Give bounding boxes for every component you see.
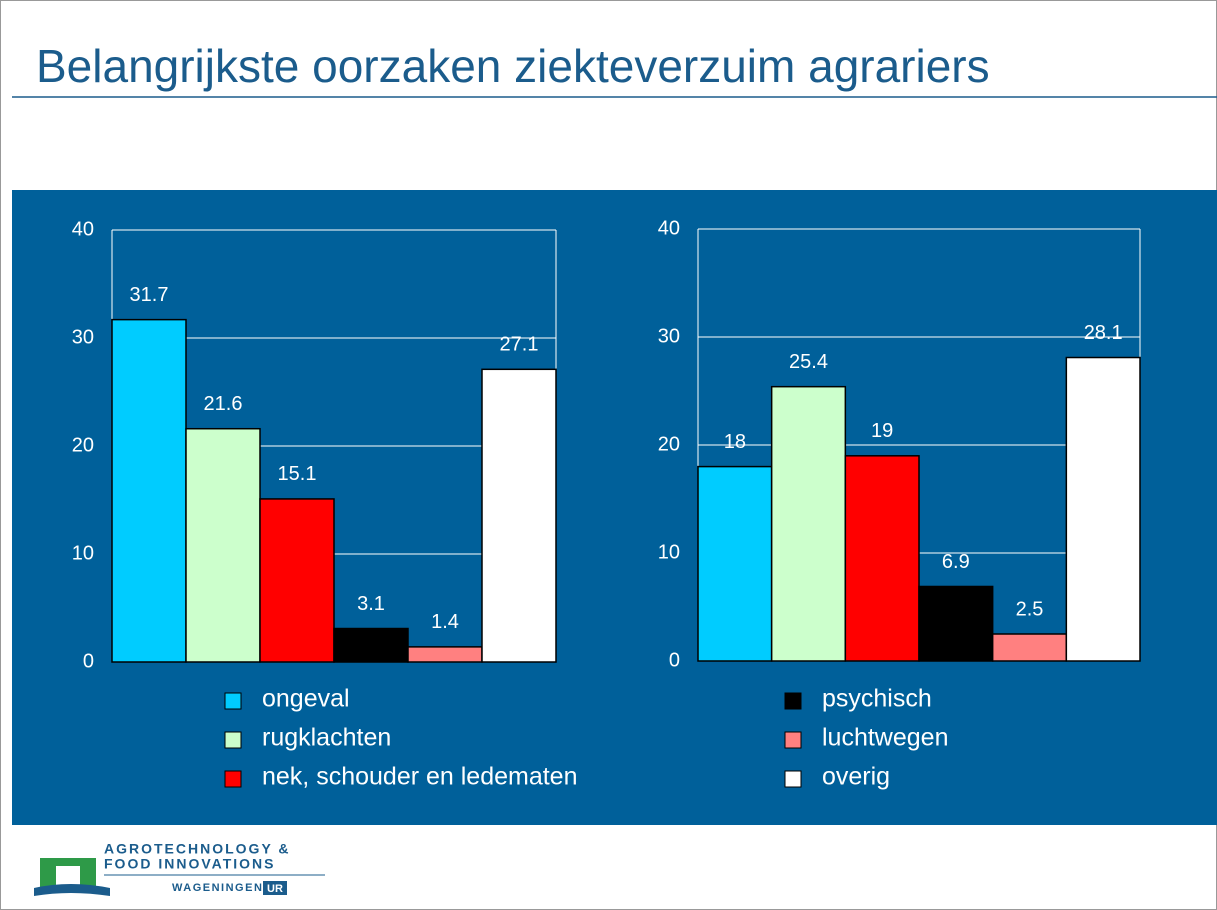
- logo-mark: [56, 866, 80, 888]
- bar: [333, 627, 409, 663]
- legend-swatch: [784, 770, 802, 788]
- y-tick-label: 0: [83, 650, 94, 672]
- bar: [918, 585, 994, 662]
- legend-label: nek, schouder en ledematen: [262, 763, 578, 791]
- legend-swatch: [224, 731, 242, 749]
- y-tick-label: 10: [72, 542, 94, 564]
- y-tick-label: 40: [72, 218, 94, 240]
- value-label: 25.4: [789, 351, 828, 373]
- bar: [185, 427, 261, 663]
- value-label: 28.1: [1084, 322, 1123, 344]
- bar: [770, 385, 847, 662]
- logo-badge-text: UR: [267, 883, 283, 895]
- y-tick-label: 0: [669, 649, 680, 671]
- value-label: 6.9: [942, 551, 970, 573]
- legend-swatch: [224, 770, 242, 788]
- value-label: 19: [871, 420, 893, 442]
- legend-swatch: [784, 731, 802, 749]
- value-label: 27.1: [500, 334, 539, 356]
- slide-title: Belangrijkste oorzaken ziekteverzuim agr…: [36, 40, 990, 92]
- logo-text: FOOD INNOVATIONS: [104, 856, 275, 872]
- y-tick-label: 20: [658, 433, 680, 455]
- legend-label: ongeval: [262, 685, 350, 713]
- legend-label: overig: [822, 763, 890, 791]
- y-tick-label: 20: [72, 434, 94, 456]
- y-tick-label: 40: [658, 217, 680, 239]
- value-label: 1.4: [431, 611, 459, 633]
- logo-text: WAGENINGEN: [172, 882, 263, 894]
- value-label: 2.5: [1016, 598, 1044, 620]
- y-tick-label: 30: [72, 326, 94, 348]
- logo: AGROTECHNOLOGY & FOOD INNOVATIONS WAGENI…: [34, 841, 325, 896]
- bar: [111, 318, 187, 663]
- legend-label: rugklachten: [262, 724, 391, 752]
- bar: [259, 498, 335, 663]
- legend-label: psychisch: [822, 685, 932, 713]
- bar: [407, 646, 483, 663]
- logo-badge: [263, 881, 287, 895]
- legend-swatch: [784, 692, 802, 710]
- value-label: 21.6: [204, 393, 243, 415]
- bar: [481, 368, 557, 663]
- logo-text: AGROTECHNOLOGY &: [104, 841, 291, 857]
- bar: [1065, 356, 1141, 662]
- y-tick-label: 10: [658, 541, 680, 563]
- bar: [991, 633, 1068, 662]
- y-tick-label: 30: [658, 325, 680, 347]
- logo-wave: [34, 884, 110, 896]
- legend-swatch: [224, 692, 242, 710]
- value-label: 3.1: [357, 593, 385, 615]
- value-label: 31.7: [130, 284, 169, 306]
- value-label: 18: [724, 431, 746, 453]
- value-label: 15.1: [278, 463, 317, 485]
- legend-label: luchtwegen: [822, 724, 948, 752]
- bar: [844, 455, 920, 662]
- bar: [697, 465, 773, 662]
